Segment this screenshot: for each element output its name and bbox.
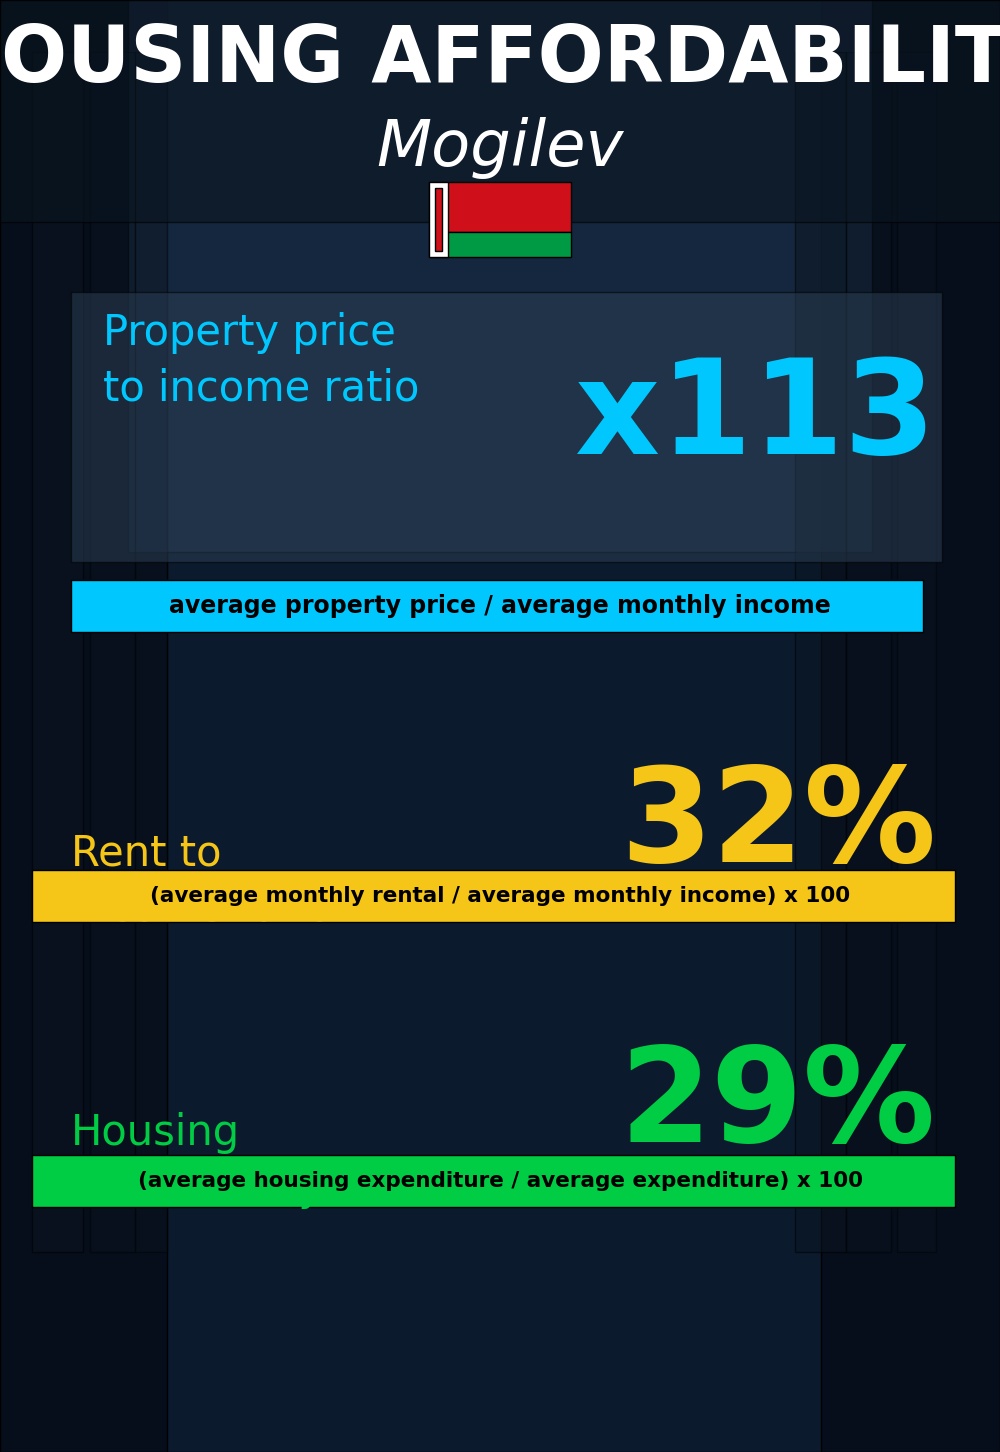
FancyBboxPatch shape (897, 52, 936, 1252)
FancyBboxPatch shape (32, 1154, 955, 1207)
Text: (average housing expenditure / average expenditure) x 100: (average housing expenditure / average e… (138, 1170, 862, 1191)
FancyBboxPatch shape (0, 0, 167, 1452)
FancyBboxPatch shape (135, 52, 167, 1252)
FancyBboxPatch shape (32, 52, 83, 1252)
Text: Mogilev: Mogilev (376, 118, 624, 179)
Text: Housing
Affordability Index: Housing Affordability Index (71, 1112, 450, 1210)
Text: 29%: 29% (620, 1043, 936, 1169)
FancyBboxPatch shape (429, 232, 571, 257)
FancyBboxPatch shape (795, 52, 846, 1252)
Text: Property price
to income ratio: Property price to income ratio (103, 312, 419, 409)
Text: x113: x113 (575, 353, 936, 481)
FancyBboxPatch shape (71, 579, 923, 632)
Text: average property price / average monthly income: average property price / average monthly… (169, 594, 831, 619)
FancyBboxPatch shape (429, 182, 448, 257)
FancyBboxPatch shape (90, 52, 135, 1252)
FancyBboxPatch shape (846, 52, 891, 1252)
FancyBboxPatch shape (821, 0, 1000, 1452)
Text: 32%: 32% (620, 762, 936, 889)
FancyBboxPatch shape (435, 187, 442, 251)
FancyBboxPatch shape (71, 292, 942, 562)
FancyBboxPatch shape (429, 182, 571, 232)
Text: HOUSING AFFORDABILITY: HOUSING AFFORDABILITY (0, 22, 1000, 97)
Text: Rent to
income ratio: Rent to income ratio (71, 832, 332, 929)
FancyBboxPatch shape (128, 0, 872, 552)
FancyBboxPatch shape (0, 0, 1000, 222)
Text: (average monthly rental / average monthly income) x 100: (average monthly rental / average monthl… (150, 886, 850, 906)
FancyBboxPatch shape (32, 870, 955, 922)
